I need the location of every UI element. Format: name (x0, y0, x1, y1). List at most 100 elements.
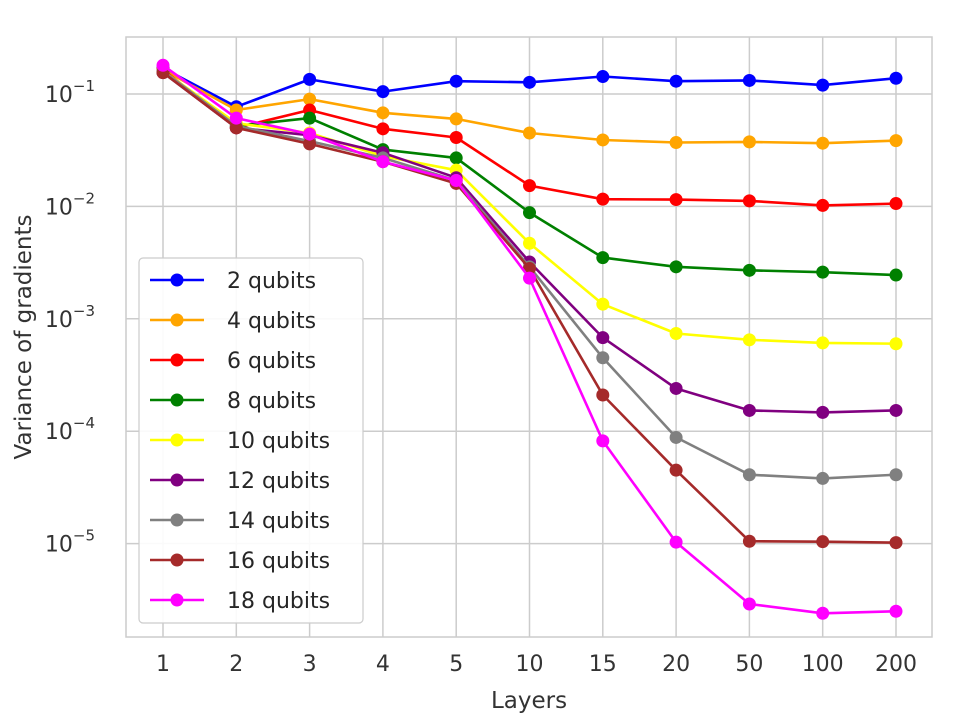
legend-label: 16 qubits (227, 549, 330, 574)
data-point (669, 260, 683, 274)
data-point (596, 133, 610, 147)
data-point (816, 136, 830, 150)
data-point (596, 251, 610, 265)
series-2-qubits (156, 61, 903, 114)
legend-entry: 18 qubits (150, 589, 330, 614)
data-point (303, 92, 317, 106)
legend-label: 18 qubits (227, 589, 330, 614)
data-point (816, 471, 830, 485)
data-point (889, 604, 903, 618)
x-tick-label: 15 (589, 652, 617, 677)
data-point (816, 265, 830, 279)
data-point (449, 112, 463, 126)
legend-marker (170, 553, 184, 567)
data-point (523, 236, 536, 250)
data-point (229, 111, 243, 125)
data-point (523, 75, 536, 89)
legend-label: 10 qubits (227, 429, 330, 454)
data-point (816, 78, 830, 92)
data-point (889, 134, 903, 148)
data-point (742, 333, 756, 347)
x-tick-label: 3 (303, 652, 317, 677)
data-point (742, 403, 756, 417)
data-point (889, 337, 903, 351)
data-point (742, 73, 756, 87)
legend-marker (170, 593, 184, 607)
legend-marker (170, 473, 184, 487)
data-point (669, 430, 683, 444)
data-point (816, 336, 830, 350)
data-point (889, 197, 903, 211)
x-tick-label: 100 (802, 652, 844, 677)
data-point (596, 351, 610, 365)
data-point (376, 106, 390, 120)
x-tick-label: 10 (516, 652, 544, 677)
data-point (449, 74, 463, 88)
legend-box (138, 257, 364, 624)
data-point (523, 179, 536, 193)
data-point (229, 121, 243, 135)
data-point (889, 268, 903, 282)
x-tick-label: 50 (735, 652, 763, 677)
series-18-qubits (156, 58, 903, 620)
data-point (303, 127, 317, 141)
data-point (156, 58, 170, 72)
legend: 2 qubits 4 qubits 6 qubits 8 qubits 10 qubit… (138, 257, 364, 624)
x-tick-label: 2 (229, 652, 243, 677)
legend-marker (170, 313, 184, 327)
x-tick-label: 1 (156, 652, 170, 677)
legend-marker (170, 353, 184, 367)
data-point (742, 468, 756, 482)
data-point (816, 535, 830, 549)
x-tick-label: 200 (875, 652, 917, 677)
legend-entry: 16 qubits (150, 549, 330, 574)
data-point (596, 192, 610, 206)
x-tick-label: 20 (662, 652, 690, 677)
x-tick-label: 5 (449, 652, 463, 677)
y-tick-label: 10−3 (45, 302, 95, 333)
data-point (596, 434, 610, 448)
y-tick-labels: 10−1 10−2 10−3 10−4 10−5 (45, 77, 95, 558)
data-point (742, 534, 756, 548)
data-point (523, 271, 536, 285)
data-point (376, 122, 390, 136)
y-tick-label: 10−5 (45, 527, 95, 558)
legend-marker (170, 393, 184, 407)
data-point (303, 72, 317, 86)
x-tick-labels: 1 2 3 4 5 10 15 20 50 100 200 (156, 652, 917, 677)
data-point (742, 194, 756, 208)
data-point (669, 381, 683, 395)
data-point (742, 135, 756, 149)
legend-label: 4 qubits (227, 309, 316, 334)
legend-label: 2 qubits (227, 269, 316, 294)
legend-entry: 2 qubits (150, 269, 316, 294)
data-point (523, 126, 536, 140)
legend-entry: 8 qubits (150, 389, 316, 414)
data-point (669, 136, 683, 150)
legend-marker (170, 273, 184, 287)
data-point (596, 388, 610, 402)
data-point (889, 468, 903, 482)
data-point (669, 74, 683, 88)
legend-entry: 6 qubits (150, 349, 316, 374)
data-point (303, 111, 317, 125)
data-point (816, 405, 830, 419)
data-point (816, 606, 830, 620)
data-point (303, 137, 317, 151)
data-point (889, 403, 903, 417)
legend-label: 6 qubits (227, 349, 316, 374)
data-point (449, 173, 463, 187)
legend-entry: 12 qubits (150, 469, 330, 494)
y-tick-label: 10−1 (45, 77, 95, 108)
y-axis-label: Variance of gradients (11, 214, 37, 459)
y-tick-label: 10−4 (45, 414, 95, 445)
legend-label: 12 qubits (227, 469, 330, 494)
data-point (669, 535, 683, 549)
plot-frame (125, 36, 933, 638)
data-point (669, 463, 683, 477)
data-point (449, 151, 463, 165)
data-point (596, 331, 610, 345)
data-point (669, 326, 683, 340)
legend-entry: 4 qubits (150, 309, 316, 334)
